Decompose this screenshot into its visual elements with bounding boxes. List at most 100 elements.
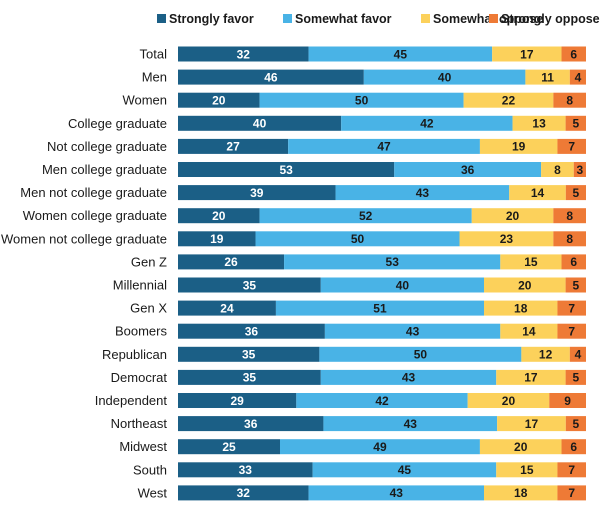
bar-segment-strongly-oppose [557, 485, 586, 501]
bar-segment-strongly-favor [178, 138, 289, 154]
bar-segment-strongly-favor [178, 277, 321, 293]
category-label: Northeast [111, 416, 168, 431]
data-label: 43 [404, 417, 418, 431]
bar-segment-somewhat-favor [259, 208, 472, 224]
data-label: 40 [396, 278, 410, 292]
bar-segment-strongly-favor [178, 208, 260, 224]
category-labels: Total Men Women College graduate Not college… [1, 47, 167, 501]
bar-segment-strongly-oppose [565, 185, 586, 201]
data-label: 7 [568, 140, 575, 154]
bar-row-men-college-graduate: 53 36 8 3 [178, 162, 586, 177]
bar-segment-strongly-oppose [565, 115, 586, 131]
data-label: 40 [438, 70, 452, 84]
data-label: 5 [573, 186, 580, 200]
category-label: Men college graduate [42, 162, 167, 177]
data-label: 43 [406, 325, 420, 339]
data-label: 25 [222, 440, 236, 454]
bar-segment-somewhat-favor [255, 231, 460, 247]
legend-label: Strongly oppose [501, 12, 600, 26]
bar-segment-somewhat-oppose [509, 185, 566, 201]
category-label: Boomers [115, 324, 168, 339]
bar-segment-strongly-oppose [557, 300, 586, 316]
bar-segment-strongly-oppose [573, 162, 586, 177]
bar-segment-strongly-oppose [553, 231, 586, 247]
data-label: 18 [514, 486, 528, 500]
data-label: 19 [512, 140, 526, 154]
bar-segment-somewhat-favor [284, 254, 501, 270]
bar-row-republican: 35 50 12 4 [178, 346, 586, 362]
bar-segment-strongly-favor [178, 92, 260, 108]
data-label: 20 [212, 209, 226, 223]
category-label: Women [122, 93, 167, 108]
data-label: 36 [461, 163, 475, 177]
data-label: 24 [220, 301, 234, 315]
data-label: 20 [212, 94, 226, 108]
bar-segment-strongly-favor [178, 369, 321, 385]
legend-item-somewhat-favor: Somewhat favor [283, 12, 392, 26]
data-label: 20 [502, 394, 516, 408]
bar-segment-strongly-favor [178, 439, 280, 455]
bar-segment-strongly-oppose [565, 369, 586, 385]
bar-segment-strongly-favor [178, 462, 313, 478]
data-label: 29 [230, 394, 244, 408]
bar-segment-strongly-favor [178, 254, 285, 270]
bar-segment-somewhat-favor [308, 46, 493, 62]
data-label: 43 [390, 486, 404, 500]
bar-segment-strongly-oppose [565, 277, 586, 293]
data-label: 9 [564, 394, 571, 408]
category-label: Democrat [111, 370, 168, 385]
data-label: 6 [570, 255, 577, 269]
bar-segment-somewhat-favor [319, 346, 522, 362]
category-label: South [133, 462, 167, 477]
data-label: 32 [237, 47, 251, 61]
data-label: 32 [237, 486, 251, 500]
data-label: 36 [245, 325, 259, 339]
bar-segment-somewhat-favor [296, 393, 468, 408]
data-label: 8 [566, 94, 573, 108]
data-label: 20 [514, 440, 528, 454]
bar-segment-somewhat-favor [320, 277, 484, 293]
bar-segment-strongly-favor [178, 346, 320, 362]
data-label: 12 [539, 348, 553, 362]
bar-segment-somewhat-favor [312, 462, 497, 478]
category-label: Gen X [130, 301, 167, 316]
bar-row-men: 46 40 11 4 [178, 69, 586, 85]
bar-segment-strongly-favor [178, 323, 325, 339]
bar-segment-somewhat-oppose [459, 231, 554, 247]
bar-row-women: 20 50 22 8 [178, 92, 586, 108]
data-label: 35 [242, 348, 256, 362]
data-label: 7 [568, 325, 575, 339]
data-label: 17 [524, 371, 538, 385]
legend-label: Somewhat oppose [433, 12, 543, 26]
bar-row-independent: 29 42 20 9 [178, 393, 586, 408]
bar-segment-somewhat-oppose [484, 300, 558, 316]
bar-segment-somewhat-oppose [525, 69, 570, 85]
data-label: 50 [355, 94, 369, 108]
bar-segment-somewhat-favor [275, 300, 484, 316]
data-label: 6 [570, 47, 577, 61]
bar-segment-somewhat-oppose [496, 369, 566, 385]
category-label: Total [140, 47, 168, 62]
bar-segment-strongly-oppose [557, 323, 586, 339]
bar-segment-somewhat-oppose [496, 462, 558, 478]
bar-segment-strongly-favor [178, 69, 364, 85]
data-label: 5 [572, 371, 579, 385]
legend-label: Strongly favor [169, 12, 254, 26]
data-label: 14 [531, 186, 545, 200]
bar-segment-strongly-favor [178, 115, 342, 131]
category-label: Independent [95, 393, 168, 408]
bar-segment-strongly-oppose [553, 92, 586, 108]
bar-segment-strongly-favor [178, 162, 395, 177]
data-label: 42 [420, 117, 434, 131]
data-label: 7 [568, 463, 575, 477]
bar-row-south: 33 45 15 7 [178, 462, 586, 478]
legend-item-strongly-oppose: Strongly oppose [489, 12, 600, 26]
data-label: 46 [264, 70, 278, 84]
data-label: 8 [566, 232, 573, 246]
bar-segment-somewhat-oppose [479, 138, 558, 154]
bar-area: 32 45 17 646 40 11 420 50 22 840 42 13 527 47 19 753 36 8… [178, 46, 586, 501]
data-label: 47 [377, 140, 391, 154]
bar-segment-strongly-oppose [561, 254, 586, 270]
data-label: 4 [575, 348, 582, 362]
bar-row-total: 32 45 17 6 [178, 46, 586, 62]
